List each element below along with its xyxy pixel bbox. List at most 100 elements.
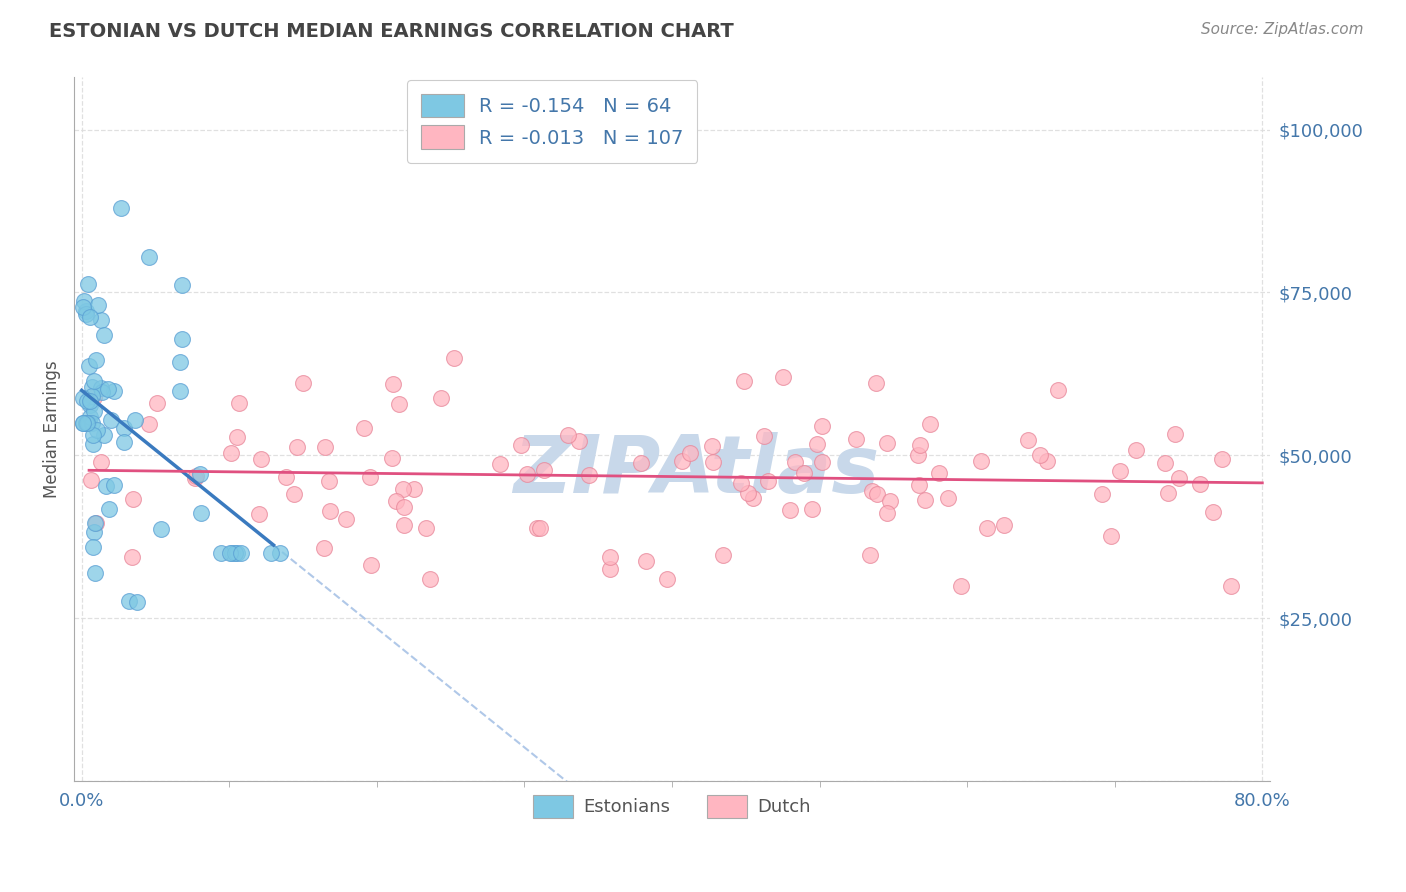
Point <box>260 546 283 560</box>
Point <box>353 420 375 434</box>
Point <box>82 436 104 450</box>
Point <box>72 416 94 430</box>
Point <box>228 395 250 409</box>
Point <box>419 572 441 586</box>
Point <box>124 413 146 427</box>
Point <box>702 439 724 453</box>
Point <box>79 409 101 424</box>
Point <box>314 440 336 454</box>
Point <box>702 455 724 469</box>
Point <box>392 482 415 496</box>
Point <box>1036 454 1059 468</box>
Point <box>388 397 411 411</box>
Point <box>79 359 101 374</box>
Point <box>76 394 98 409</box>
Point <box>737 486 759 500</box>
Point <box>269 546 291 560</box>
Point <box>404 483 426 497</box>
Text: ZIPAtlas: ZIPAtlas <box>513 433 879 510</box>
Point <box>149 522 172 536</box>
Point <box>1017 433 1039 447</box>
Point <box>229 546 252 560</box>
Point <box>82 541 104 555</box>
Point <box>806 437 828 451</box>
Point <box>169 355 191 369</box>
Point <box>318 475 340 489</box>
Point <box>385 493 408 508</box>
Point <box>783 454 806 468</box>
Point <box>82 379 104 393</box>
Point <box>936 491 959 505</box>
Point <box>865 376 887 391</box>
Point <box>76 416 98 430</box>
Point <box>359 470 381 484</box>
Point <box>557 428 579 442</box>
Point <box>920 417 942 432</box>
Point <box>218 546 240 560</box>
Point <box>90 384 112 399</box>
Point <box>928 467 950 481</box>
Point <box>1211 452 1233 467</box>
Point <box>250 451 273 466</box>
Point <box>86 423 108 437</box>
Point <box>76 416 98 430</box>
Point <box>90 381 112 395</box>
Point <box>793 466 815 480</box>
Point <box>183 471 205 485</box>
Point <box>1153 456 1175 470</box>
Point <box>80 473 103 487</box>
Point <box>335 512 357 526</box>
Point <box>908 477 931 491</box>
Point <box>72 416 94 430</box>
Point <box>1047 383 1070 397</box>
Point <box>876 506 898 520</box>
Point <box>415 521 437 535</box>
Point <box>1091 487 1114 501</box>
Point <box>121 550 143 565</box>
Point <box>96 479 118 493</box>
Point <box>186 468 208 483</box>
Point <box>318 503 340 517</box>
Point <box>287 440 309 454</box>
Point <box>599 562 621 576</box>
Legend: Estonians, Dutch: Estonians, Dutch <box>526 789 818 825</box>
Point <box>138 250 160 264</box>
Point <box>110 202 132 216</box>
Point <box>671 453 693 467</box>
Point <box>221 546 243 560</box>
Point <box>394 518 416 533</box>
Point <box>103 384 125 398</box>
Point <box>907 448 929 462</box>
Point <box>756 474 779 488</box>
Point <box>79 398 101 412</box>
Point <box>82 428 104 442</box>
Point <box>100 413 122 427</box>
Point <box>381 450 404 465</box>
Point <box>82 389 104 403</box>
Point <box>1167 471 1189 485</box>
Point <box>860 483 883 498</box>
Point <box>568 434 591 448</box>
Point <box>360 558 382 573</box>
Point <box>1109 463 1132 477</box>
Point <box>733 374 755 388</box>
Point <box>274 470 297 484</box>
Point <box>1125 443 1147 458</box>
Point <box>865 486 887 500</box>
Point <box>443 351 465 365</box>
Point <box>83 404 105 418</box>
Point <box>72 392 94 406</box>
Point <box>655 572 678 586</box>
Point <box>516 467 538 482</box>
Point <box>510 438 533 452</box>
Point <box>811 419 834 434</box>
Point <box>859 548 882 562</box>
Text: ESTONIAN VS DUTCH MEDIAN EARNINGS CORRELATION CHART: ESTONIAN VS DUTCH MEDIAN EARNINGS CORREL… <box>49 22 734 41</box>
Point <box>209 546 232 560</box>
Point <box>72 300 94 314</box>
Point <box>84 566 107 581</box>
Point <box>73 294 96 309</box>
Point <box>908 437 931 451</box>
Point <box>93 428 115 442</box>
Point <box>779 503 801 517</box>
